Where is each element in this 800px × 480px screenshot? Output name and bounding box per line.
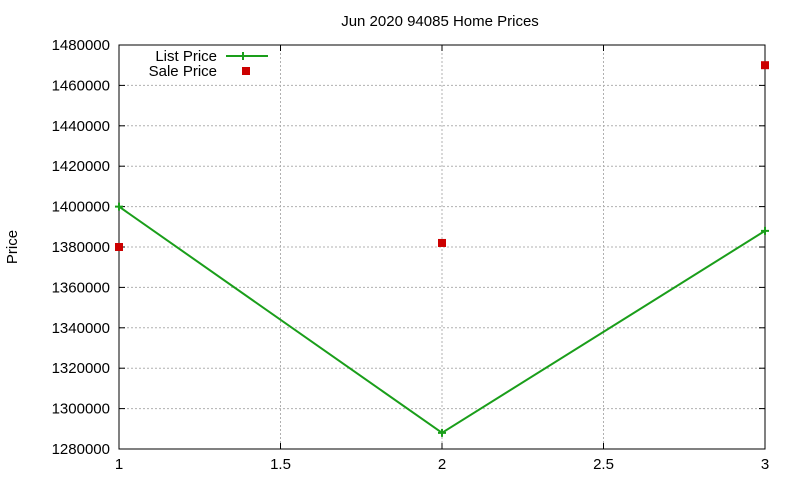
grid (119, 45, 765, 449)
legend-label-sale-price: Sale Price (149, 63, 217, 80)
legend: List Price Sale Price (149, 48, 268, 80)
y-axis-label: Price (4, 230, 21, 264)
y-tick-label: 1280000 (52, 441, 110, 458)
axis-ticks: 1280000 1300000 1320000 1340000 1360000 13800… (52, 37, 770, 473)
data-point-list-price (438, 428, 446, 437)
y-tick-label: 1320000 (52, 360, 110, 377)
chart-title: Jun 2020 94085 Home Prices (341, 13, 539, 30)
y-tick-label: 1360000 (52, 279, 110, 296)
x-tick-label: 3 (761, 456, 769, 473)
y-tick-label: 1480000 (52, 37, 110, 54)
y-tick-label: 1460000 (52, 77, 110, 94)
y-tick-label: 1300000 (52, 401, 110, 418)
legend-label-list-price: List Price (155, 48, 217, 65)
x-tick-label: 1 (115, 456, 123, 473)
data-point-sale-price (115, 243, 123, 251)
x-tick-label: 1.5 (270, 456, 291, 473)
x-tick-label: 2 (438, 456, 446, 473)
data-point-list-price (115, 202, 123, 211)
data-point-sale-price (438, 238, 446, 247)
legend-marker-sale-price (242, 67, 250, 75)
y-tick-label: 1440000 (52, 118, 110, 135)
x-tick-label: 2.5 (593, 456, 614, 473)
series-layer (115, 61, 769, 437)
y-tick-label: 1340000 (52, 320, 110, 337)
data-point-list-price (761, 226, 769, 235)
y-tick-label: 1420000 (52, 158, 110, 175)
y-tick-label: 1380000 (52, 239, 110, 256)
legend-marker-list-price (239, 52, 247, 60)
y-tick-label: 1400000 (52, 199, 110, 216)
data-point-sale-price (761, 61, 769, 70)
